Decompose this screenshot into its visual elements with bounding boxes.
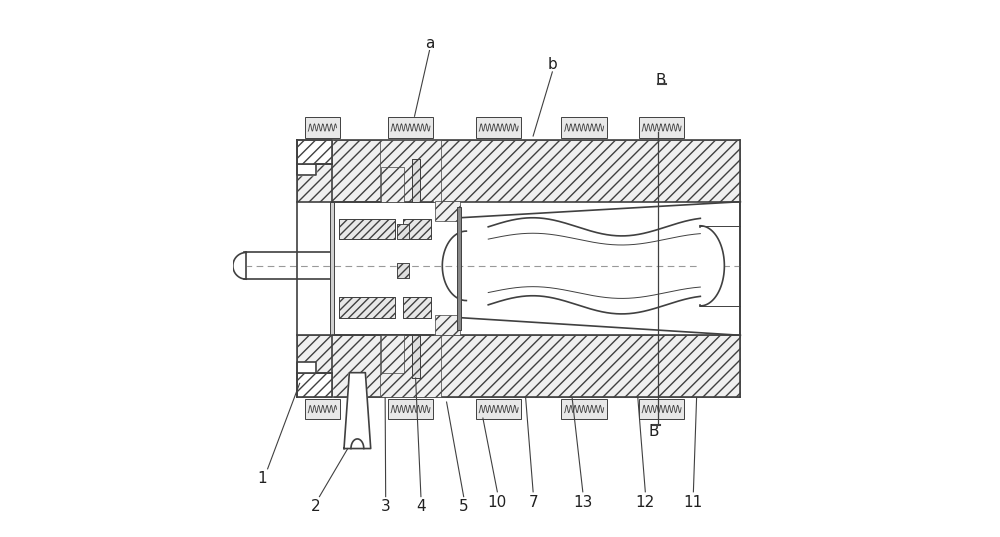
Bar (561, 117, 607, 137)
Bar (388, 117, 433, 137)
Bar (381, 335, 404, 373)
Text: 4: 4 (416, 499, 426, 514)
Bar (305, 117, 340, 137)
Bar (435, 201, 460, 221)
Bar (297, 373, 332, 397)
Bar (403, 219, 431, 239)
Bar (476, 399, 521, 419)
Bar (476, 117, 521, 137)
Bar (397, 224, 409, 239)
Bar (380, 335, 441, 397)
Text: 5: 5 (459, 499, 468, 514)
Text: 7: 7 (528, 495, 538, 510)
Text: b: b (547, 57, 557, 72)
Text: 10: 10 (488, 495, 507, 510)
Bar (403, 219, 431, 239)
Bar (339, 219, 395, 239)
Bar (412, 159, 420, 202)
Bar (397, 263, 409, 278)
Bar (339, 219, 395, 239)
Text: 2: 2 (311, 499, 321, 514)
Bar (305, 399, 340, 419)
Bar (297, 140, 332, 164)
Bar (381, 167, 404, 202)
Bar (297, 140, 740, 202)
Bar (403, 297, 431, 318)
Text: 13: 13 (573, 495, 592, 510)
Text: 11: 11 (684, 495, 703, 510)
Text: 1: 1 (257, 471, 267, 486)
Text: 12: 12 (636, 495, 655, 510)
Bar (403, 297, 431, 318)
Bar (339, 297, 395, 318)
Bar (561, 399, 607, 419)
Bar (435, 315, 460, 335)
Text: B: B (648, 424, 659, 439)
Bar (330, 202, 334, 335)
Bar (339, 297, 395, 318)
Bar (297, 335, 740, 397)
Bar (380, 140, 441, 202)
Text: 3: 3 (381, 499, 391, 514)
Bar (412, 159, 420, 202)
Polygon shape (297, 362, 332, 397)
Bar (397, 224, 409, 239)
Bar (412, 335, 420, 378)
Bar (412, 335, 420, 378)
Bar (639, 117, 684, 137)
Bar (639, 399, 684, 419)
Bar (297, 202, 740, 335)
Text: a: a (425, 35, 434, 50)
Text: B: B (655, 73, 666, 88)
Polygon shape (297, 140, 332, 175)
Bar (397, 263, 409, 278)
Bar (457, 207, 461, 330)
Bar (388, 399, 433, 419)
Polygon shape (344, 373, 371, 448)
